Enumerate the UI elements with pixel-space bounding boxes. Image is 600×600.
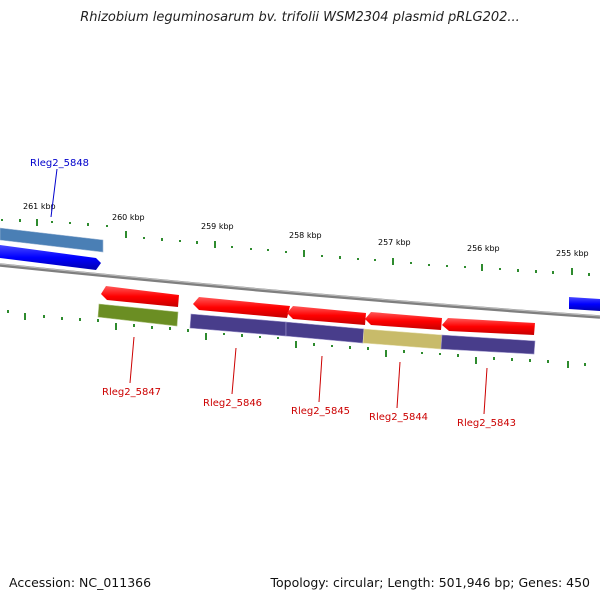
tick-label: 256 kbp <box>467 244 500 253</box>
gene-label-rleg2-5848[interactable]: Rleg2_5848 <box>30 158 89 169</box>
leader-line <box>129 336 135 384</box>
backbone-arc <box>0 263 600 319</box>
map-title: Rhizobium leguminosarum bv. trifolii WSM… <box>80 10 520 25</box>
gene-arrow-rleg2-5847[interactable] <box>101 286 179 307</box>
gene-arrow-rleg2-5843[interactable] <box>442 318 535 335</box>
outer-ruler <box>1 219 590 276</box>
leader-line <box>483 367 488 415</box>
tick-label: 255 kbp <box>556 249 589 258</box>
gene-label-rleg2-5846[interactable]: Rleg2_5846 <box>203 398 262 409</box>
gene-label-rleg2-5845[interactable]: Rleg2_5845 <box>291 406 350 417</box>
leader-line <box>318 355 323 403</box>
genome-summary: Topology: circular; Length: 501,946 bp; … <box>270 575 591 590</box>
tick-label: 261 kbp <box>23 202 56 211</box>
backbone-arc-highlight <box>0 263 600 317</box>
leader-line <box>50 168 58 218</box>
gene-label-rleg2-5844[interactable]: Rleg2_5844 <box>369 412 428 423</box>
tick-label: 257 kbp <box>378 238 411 247</box>
cog-band-purple <box>285 321 365 344</box>
tick-label: 258 kbp <box>289 231 322 240</box>
cog-band-khaki <box>362 328 443 350</box>
gene-arrow-rleg2-5845[interactable] <box>287 306 366 325</box>
leader-line <box>231 347 237 395</box>
cog-band-green <box>97 303 179 327</box>
cog-band-purple <box>440 334 536 355</box>
cog-band-blue <box>0 227 104 253</box>
gene-label-rleg2-5843[interactable]: Rleg2_5843 <box>457 418 516 429</box>
gene-arrow-rleg2-5844[interactable] <box>365 312 442 330</box>
gene-arrow-rleg2-5846[interactable] <box>193 297 290 318</box>
gene-label-rleg2-5847[interactable]: Rleg2_5847 <box>102 387 161 398</box>
tick-label: 259 kbp <box>201 222 234 231</box>
cog-band-purple <box>189 313 287 337</box>
gene-arrow-rleg2-5848[interactable] <box>0 245 101 270</box>
leader-line <box>396 361 401 409</box>
gene-arrow-forward-partial[interactable] <box>569 297 600 311</box>
accession-label: Accession: NC_011366 <box>9 575 152 590</box>
inner-ruler <box>7 310 586 368</box>
tick-label: 260 kbp <box>112 213 145 222</box>
